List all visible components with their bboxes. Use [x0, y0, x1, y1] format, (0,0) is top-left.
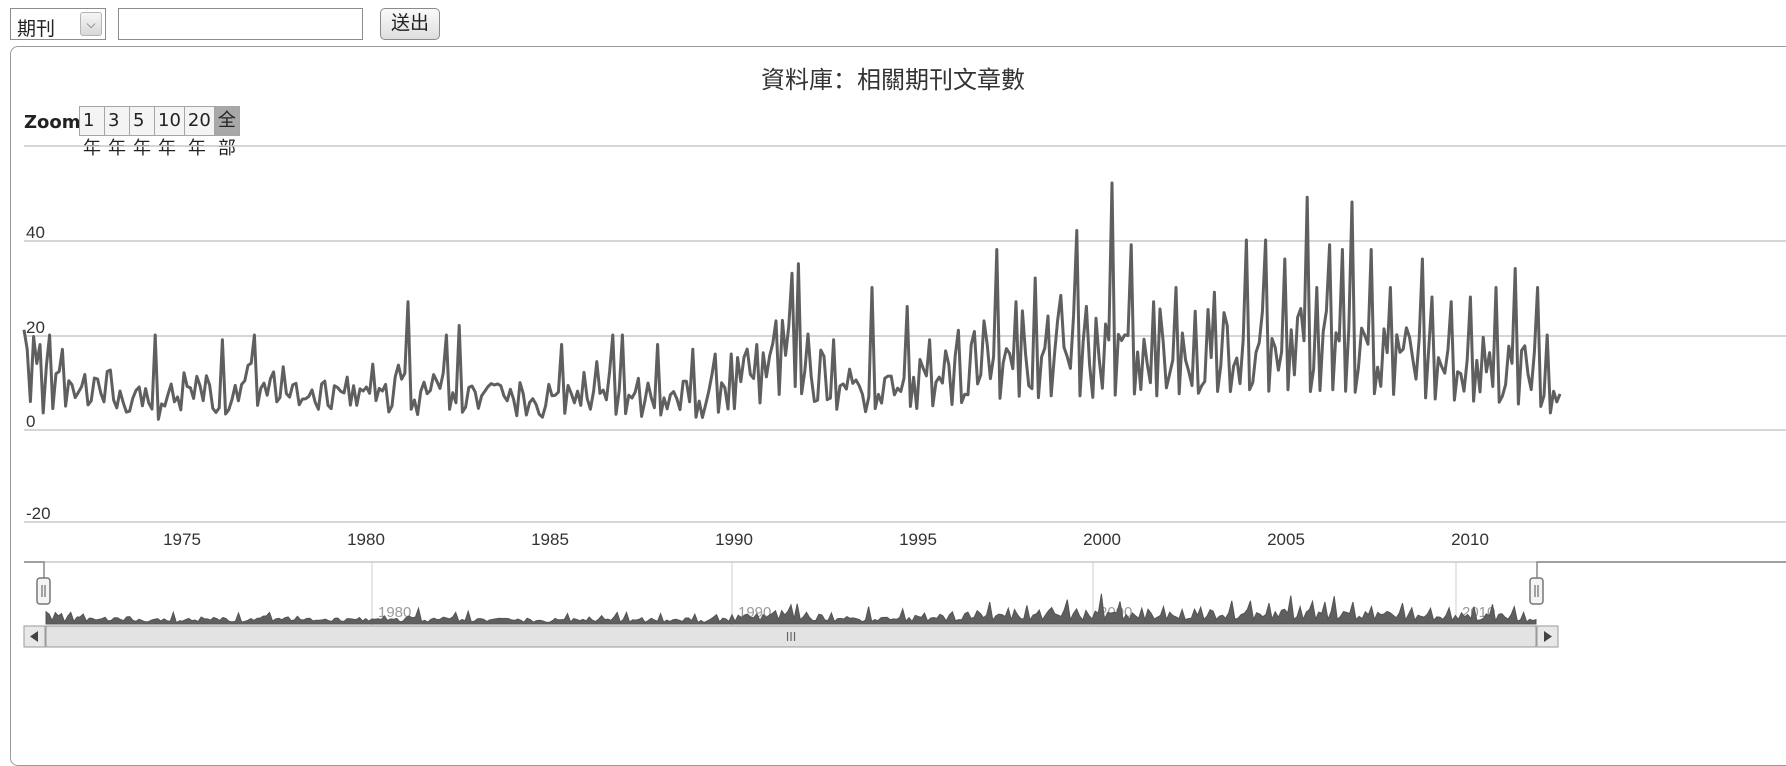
zoom-all-button[interactable]: 全部 [213, 106, 240, 159]
submit-button[interactable]: 送出 [380, 8, 440, 40]
x-tick-label: 1990 [715, 530, 753, 549]
y-tick-label: 40 [26, 223, 45, 242]
search-input[interactable] [118, 8, 363, 40]
x-tick-label: 1995 [899, 530, 937, 549]
navigator-left-handle[interactable] [36, 577, 51, 605]
zoom-3y-button[interactable]: 3年 [104, 106, 130, 159]
x-tick-label: 1975 [163, 530, 201, 549]
scrollbar-thumb[interactable] [45, 625, 1537, 648]
category-select[interactable]: 期刊 ⌵ [10, 8, 106, 40]
navigator-right-handle[interactable] [1529, 577, 1544, 605]
y-tick-label: 20 [26, 318, 45, 337]
arrow-left-icon [30, 631, 38, 642]
chevron-down-icon[interactable]: ⌵ [80, 12, 102, 36]
zoom-20y-button[interactable]: 20年 [183, 106, 215, 159]
series-line [22, 181, 1562, 421]
chart-title: 資料庫：相關期刊文章數 [761, 66, 1025, 94]
y-tick-label: 0 [26, 412, 35, 431]
zoom-1y-button[interactable]: 1年 [79, 106, 105, 159]
y-tick-label: -20 [26, 504, 51, 523]
zoom-label: Zoom [24, 112, 81, 133]
x-tick-label: 2010 [1451, 530, 1489, 549]
navigator-right-bracket [1536, 561, 1786, 578]
navigator-series-area [45, 593, 1537, 625]
zoom-5y-button[interactable]: 5年 [129, 106, 155, 159]
navigator-label: 1980 [378, 604, 411, 621]
x-tick-label: 1980 [347, 530, 385, 549]
arrow-right-icon [1544, 631, 1552, 642]
zoom-10y-button[interactable]: 10年 [154, 106, 185, 159]
navigator-left-bracket [24, 561, 45, 578]
x-tick-label: 1985 [531, 530, 569, 549]
x-tick-label: 2000 [1083, 530, 1121, 549]
search-toolbar: 期刊 ⌵ 送出 [10, 6, 530, 42]
x-tick-group: 1975 1980 1985 1990 1995 2000 2005 2010 [163, 530, 1489, 549]
category-select-value: 期刊 [17, 18, 56, 40]
x-tick-label: 2005 [1267, 530, 1305, 549]
scrollbar-grip: III [786, 630, 797, 644]
